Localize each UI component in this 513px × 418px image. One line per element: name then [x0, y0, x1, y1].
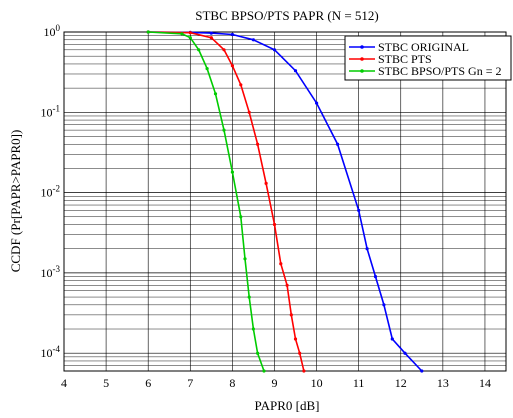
x-tick-label: 5	[103, 376, 109, 390]
y-tick-label: 10-2	[41, 184, 61, 200]
series-point	[420, 369, 424, 373]
series-point	[239, 215, 243, 219]
axis-ticks: 4 5 6 7 8 9 10 11 12 13 14 100 10-1 10-2 10-3 10-4	[41, 23, 491, 390]
legend-marker	[360, 69, 364, 73]
series-point	[146, 30, 150, 34]
series-point	[298, 351, 302, 355]
x-tick-label: 10	[311, 376, 323, 390]
series-point	[390, 337, 394, 341]
x-axis-label: PAPR0 [dB]	[255, 398, 320, 413]
x-tick-label: 11	[353, 376, 365, 390]
x-tick-label: 8	[229, 376, 235, 390]
series-point	[256, 142, 260, 146]
series-point	[302, 369, 306, 373]
series-point	[365, 247, 369, 251]
series-point	[382, 303, 386, 307]
x-tick-label: 13	[437, 376, 449, 390]
legend-box	[344, 35, 512, 81]
series-point	[180, 32, 184, 36]
legend-label: STBC ORIGINAL	[378, 40, 469, 54]
series-line-1	[148, 31, 423, 372]
x-tick-label: 6	[145, 376, 151, 390]
series-point	[289, 313, 293, 317]
series-point	[262, 369, 266, 373]
series-point	[213, 92, 218, 96]
series-point	[272, 48, 277, 52]
x-tick-label: 7	[187, 376, 193, 390]
series-point	[239, 83, 243, 87]
series-point	[188, 31, 192, 35]
legend-label: STBC BPSO/PTS Gn = 2	[378, 64, 501, 78]
chart-title: STBC BPSO/PTS PAPR (N = 512)	[195, 8, 379, 23]
legend-marker	[360, 57, 364, 61]
series-point	[251, 327, 255, 331]
y-tick-label: 10-1	[41, 103, 61, 119]
x-tick-label: 14	[479, 376, 491, 390]
series-point	[293, 69, 298, 73]
series-point	[279, 262, 283, 266]
series-point	[285, 283, 289, 287]
series-point	[315, 101, 319, 105]
series-point	[222, 128, 226, 132]
legend-label: STBC PTS	[378, 52, 432, 66]
y-tick-label: 100	[44, 23, 61, 39]
series-line-2	[148, 31, 305, 372]
series-point	[230, 64, 234, 68]
series-point	[264, 181, 268, 185]
y-tick-label: 10-3	[41, 264, 61, 280]
x-tick-label: 4	[61, 376, 67, 390]
series-point	[222, 48, 226, 52]
series-point	[357, 208, 361, 212]
series-point	[256, 351, 260, 355]
series-point	[336, 142, 340, 146]
series-point	[209, 31, 213, 35]
series-point	[243, 257, 247, 261]
x-tick-label: 12	[395, 376, 407, 390]
legend-marker	[360, 45, 364, 49]
series-point	[205, 67, 209, 71]
series-point	[403, 351, 407, 355]
series-point	[209, 36, 213, 40]
series-point	[247, 295, 251, 299]
series-point	[272, 222, 277, 227]
y-tick-label: 10-4	[41, 344, 61, 360]
series-lines	[146, 30, 424, 373]
series-point	[247, 110, 251, 114]
series-point	[373, 275, 378, 279]
series-line-3	[148, 31, 265, 372]
series-point	[188, 36, 192, 40]
series-point	[230, 170, 234, 174]
y-axis-label: CCDF (Pr[PAPR>PAPR0])	[8, 130, 23, 273]
grid-lines	[63, 31, 506, 372]
plot-area-frame	[63, 31, 507, 372]
series-point	[230, 32, 234, 37]
series-point	[293, 337, 298, 341]
series-point	[197, 48, 201, 52]
series-point	[251, 38, 255, 42]
x-tick-label: 9	[271, 376, 277, 390]
